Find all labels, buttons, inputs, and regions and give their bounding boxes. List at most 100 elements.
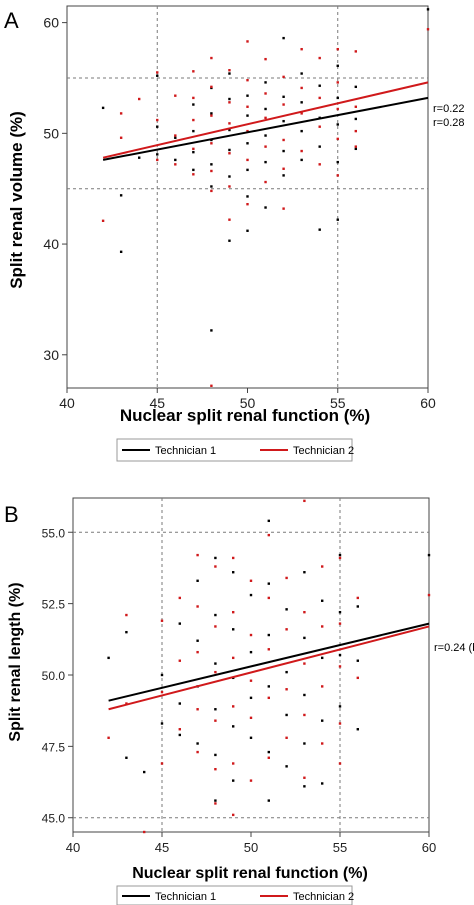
panel-b-point-tech1 (303, 636, 306, 640)
panel-b-x-tick-label: 60 (422, 840, 436, 855)
panel-b-point-tech1 (249, 736, 253, 739)
panel-a-point-tech1 (336, 218, 339, 221)
panel-b-point-tech2 (232, 556, 235, 560)
panel-b-point-tech1 (267, 685, 270, 688)
panel-a-point-tech1 (282, 95, 285, 98)
panel-b-point-tech1 (214, 556, 217, 560)
panel-b-x-tick-label: 55 (333, 840, 347, 855)
panel-a-point-tech1 (300, 101, 303, 104)
panel-b-point-tech2 (267, 648, 270, 651)
panel-a-point-tech2 (174, 94, 177, 97)
panel-b-point-tech2 (285, 736, 288, 739)
panel-b-point-tech1 (196, 742, 199, 745)
panel-a-y-tick-label: 30 (43, 347, 59, 363)
panel-b-fit-line-tech1 (108, 622, 430, 702)
panel-b-point-tech2 (321, 625, 324, 628)
panel-b-legend: Technician 1 Technician 2 (116, 885, 354, 905)
panel-b-x-tick-label: 40 (66, 840, 80, 855)
panel-b-point-tech1 (214, 662, 217, 665)
panel-b-point-tech2 (338, 622, 342, 625)
panel-a-point-tech1 (246, 94, 249, 97)
panel-b-point-tech1 (303, 742, 306, 745)
panel-a-point-tech2 (300, 47, 303, 51)
panel-a-point-tech1 (282, 149, 285, 153)
panel-b-point-tech2 (267, 756, 270, 759)
panel-a-legend: Technician 1 Technician 2 (116, 438, 354, 462)
panel-a-point-tech2 (246, 158, 249, 162)
panel-b-plot-frame (72, 497, 430, 833)
panel-a-point-tech2 (210, 142, 213, 145)
panel-a-point-tech1 (264, 81, 267, 84)
panel-a-point-tech2 (318, 56, 321, 60)
panel-a-point-tech1 (300, 158, 303, 162)
panel-a-point-tech1 (282, 174, 285, 177)
panel-a-point-tech1 (246, 168, 249, 172)
panel-b-point-tech2 (178, 659, 181, 662)
panel-b-point-tech2 (303, 610, 306, 614)
panel-a-point-tech1 (210, 112, 213, 115)
panel-a-point-tech1 (174, 158, 177, 162)
panel-b-point-tech2 (178, 596, 181, 600)
panel-b-point-tech2 (214, 565, 217, 568)
panel-a-y-axis-label: Split renal volume (%) (7, 111, 26, 289)
panel-a-point-tech2 (264, 145, 267, 148)
panel-b-point-tech2 (356, 596, 359, 600)
panel-b-point-tech2 (303, 662, 306, 665)
panel-b-point-tech1 (232, 571, 235, 574)
panel-a-point-tech1 (228, 175, 231, 178)
panel-b-point-tech2 (196, 650, 199, 654)
panel-b-point-tech2 (232, 813, 235, 817)
panel-a-point-tech1 (336, 123, 339, 126)
panel-a-point-tech2 (228, 69, 231, 72)
panel-a-point-tech2 (426, 28, 430, 31)
panel-a-point-tech2 (228, 185, 231, 188)
panel-a-point-tech2 (264, 180, 267, 184)
panel-a-point-tech2 (354, 50, 357, 53)
panel-b-point-tech2 (143, 830, 146, 834)
panel-a-point-tech1 (318, 228, 321, 231)
panel-b-point-tech1 (321, 719, 324, 722)
panel-b-series-2 (107, 499, 431, 834)
panel-b-point-tech1 (160, 673, 164, 677)
panel-a-point-tech2 (156, 118, 159, 122)
panel-a-fit-line-tech1 (102, 96, 429, 161)
panel-b-x-tick-label: 45 (155, 840, 169, 855)
panel-a-point-tech2 (318, 96, 321, 100)
panel-b-point-tech2 (356, 676, 359, 680)
panel-a-point-tech1 (228, 97, 231, 101)
panel-b-point-tech2 (338, 556, 342, 560)
panel-b-point-tech2 (321, 565, 324, 568)
panel-b-point-tech1 (338, 705, 342, 708)
panel-a-point-tech2 (210, 114, 213, 117)
panel-b-point-tech2 (232, 610, 235, 614)
panel-a-r-annotation: r=0.22 (433, 103, 465, 115)
panel-a-point-tech2 (210, 169, 213, 173)
panel-a-point-tech2 (246, 40, 249, 43)
panel-a-point-tech2 (354, 129, 357, 133)
panel-a-point-tech2 (282, 167, 285, 170)
panel-a-point-tech1 (192, 168, 195, 172)
panel-a-point-tech1 (264, 107, 267, 111)
panel-b-point-tech1 (303, 693, 306, 697)
panel-a-point-tech2 (246, 202, 249, 206)
panel-a-fit-line-tech2 (102, 81, 429, 159)
panel-a-point-tech2 (336, 137, 339, 141)
panel-b-point-tech1 (267, 582, 270, 585)
panel-b-point-tech2 (303, 776, 306, 779)
panel-b-point-tech1 (303, 571, 306, 574)
panel-a-point-tech1 (119, 250, 123, 254)
panel-b-point-tech2 (338, 762, 342, 765)
panel-b-point-tech2 (267, 596, 270, 600)
panel-b-point-tech1 (214, 708, 217, 711)
panel-a-point-tech1 (156, 153, 159, 156)
panel-a-point-tech1 (354, 147, 357, 151)
panel-a-point-tech1 (192, 129, 195, 133)
panel-b-point-tech2 (125, 702, 128, 705)
panel-a-point-tech1 (336, 64, 339, 67)
panel-a-point-tech1 (210, 185, 213, 188)
panel-b-point-tech2 (249, 679, 253, 682)
panel-b-point-tech1 (143, 770, 146, 774)
panel-a-point-tech2 (210, 189, 213, 193)
panel-a-point-tech2 (300, 149, 303, 153)
